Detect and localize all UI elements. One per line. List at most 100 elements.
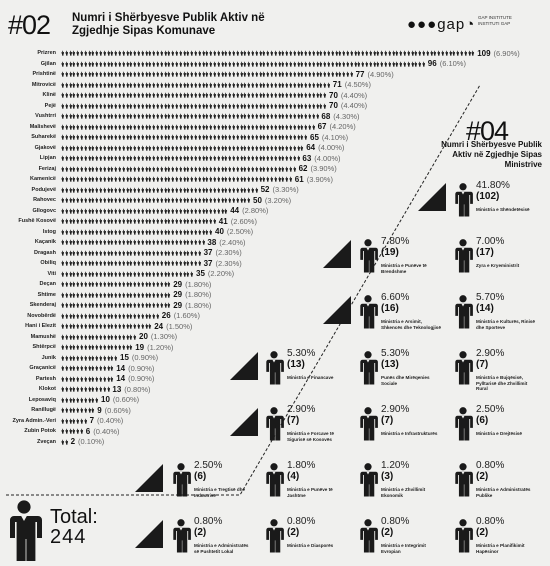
bar-person-icon-head	[160, 61, 162, 63]
bar-person-icon-head	[233, 155, 235, 157]
bar-person-icon-head	[195, 166, 197, 168]
bar-person-icon-head	[244, 113, 246, 115]
bar-person-icon-head	[328, 82, 330, 84]
bar-person-icon	[186, 166, 190, 172]
bar-person-icon	[145, 134, 148, 140]
bar-person-icon	[183, 176, 186, 182]
bar-person-icon-body	[61, 167, 65, 172]
bar-person-icon-body	[88, 188, 91, 193]
bar-person-icon-head	[255, 124, 257, 126]
bar-person-icon-body	[186, 125, 190, 130]
bar-person-icon-head	[134, 134, 136, 136]
bar-person-icon-head	[81, 155, 83, 157]
bar-person-icon	[103, 155, 106, 161]
bar-person-icon-head	[373, 50, 375, 52]
bar-person-icon-body	[126, 136, 129, 140]
bar-person-icon-head	[286, 92, 288, 94]
bar-person-icon-body	[141, 104, 144, 109]
bar-person-icon	[126, 187, 129, 193]
bar-person-icon-body	[221, 52, 224, 56]
bar-person-icon	[126, 50, 129, 56]
bar-person-icon	[80, 145, 84, 151]
bar-person-icon-head	[240, 197, 242, 199]
bar-person-icon-head	[77, 208, 79, 210]
bar-person-icon	[175, 155, 179, 161]
bar-person-icon	[72, 92, 76, 98]
bar-person-icon	[80, 92, 84, 98]
bar-person-icon	[308, 61, 312, 67]
bar-person-icon	[186, 187, 190, 193]
bar-person-icon	[133, 145, 137, 151]
bar-person-icon-body	[183, 146, 186, 151]
bar-person-icon-body	[190, 125, 194, 130]
bar-person-icon-body	[122, 220, 125, 224]
bar-person-icon	[232, 92, 236, 98]
bar-person-icon-body	[194, 167, 198, 172]
bar-person-icon	[243, 113, 247, 119]
bar-person-icon-body	[179, 62, 182, 67]
bar-person-icon-head	[271, 145, 273, 147]
bar-person-icon	[141, 61, 144, 67]
bar-person-icon-head	[191, 134, 193, 136]
bar-person-icon-body	[164, 209, 167, 214]
bar-person-icon-head	[138, 50, 140, 52]
bar-person-icon-body	[137, 52, 141, 56]
bar-person-icon	[110, 71, 114, 77]
bar-person-icon-head	[96, 92, 98, 94]
bar-person-icon-head	[423, 61, 425, 63]
bar-person-icon	[179, 124, 182, 130]
bar-person-icon	[274, 50, 277, 56]
bar-person-icon-body	[103, 167, 106, 172]
bar-person-icon-body	[232, 52, 236, 56]
bar-person-icon-body	[133, 199, 137, 203]
bar-person-icon-head	[172, 239, 174, 241]
bar-person-icon-body	[259, 104, 262, 109]
bar-person-icon-body	[376, 62, 380, 67]
bar-person-icon	[110, 250, 114, 256]
bar-person-icon-head	[187, 166, 189, 168]
bar-person-icon-body	[164, 241, 167, 245]
bar-person-icon-body	[395, 62, 399, 67]
bar-person-icon-body	[293, 94, 296, 98]
bar-person-icon-head	[160, 208, 162, 210]
bar-person-icon-head	[157, 71, 159, 73]
bar-person-icon-body	[91, 83, 95, 88]
bar-person-icon-head	[221, 145, 223, 147]
bar-person-icon-body	[183, 83, 186, 88]
bar-person-icon-body	[148, 73, 152, 77]
bar-person-icon	[247, 71, 251, 77]
bar-person-icon	[221, 82, 224, 88]
bar-person-icon	[221, 134, 224, 140]
bar-person-icon	[224, 134, 228, 140]
bar-person-icon-head	[126, 92, 128, 94]
bar-person-icon-body	[224, 115, 228, 119]
bar-person-icon-body	[205, 136, 209, 140]
bar-person-icon-head	[350, 71, 352, 73]
bar-person-icon-head	[84, 208, 86, 210]
bar-person-icon-head	[214, 103, 216, 105]
bar-person-icon-head	[130, 218, 132, 220]
bar-person-icon	[99, 166, 103, 172]
bar-person-icon-head	[423, 50, 425, 52]
bar-person-icon-body	[164, 199, 167, 203]
bar-person-icon-body	[110, 136, 114, 140]
bar-person-icon	[152, 208, 156, 214]
bar-person-icon-head	[225, 92, 227, 94]
bar-person-icon	[95, 197, 99, 203]
bar-person-icon-body	[80, 188, 84, 193]
bar-person-icon-head	[320, 92, 322, 94]
bar-person-icon-body	[240, 83, 243, 88]
bar-person-icon	[88, 239, 91, 245]
bar-person-icon-body	[217, 178, 220, 182]
bar-value: 40	[215, 227, 224, 236]
bar-person-icon	[122, 197, 125, 203]
bar-person-icon-head	[278, 155, 280, 157]
bar-person-icon-body	[110, 73, 114, 77]
bar-person-icon	[91, 166, 95, 172]
bar-person-icon	[293, 113, 296, 119]
bar-person-icon-head	[267, 103, 269, 105]
bar-person-icon-head	[179, 61, 181, 63]
bar-person-icon-body	[167, 136, 171, 140]
bar-person-icon	[198, 145, 201, 151]
bar-person-icon-head	[65, 176, 67, 178]
